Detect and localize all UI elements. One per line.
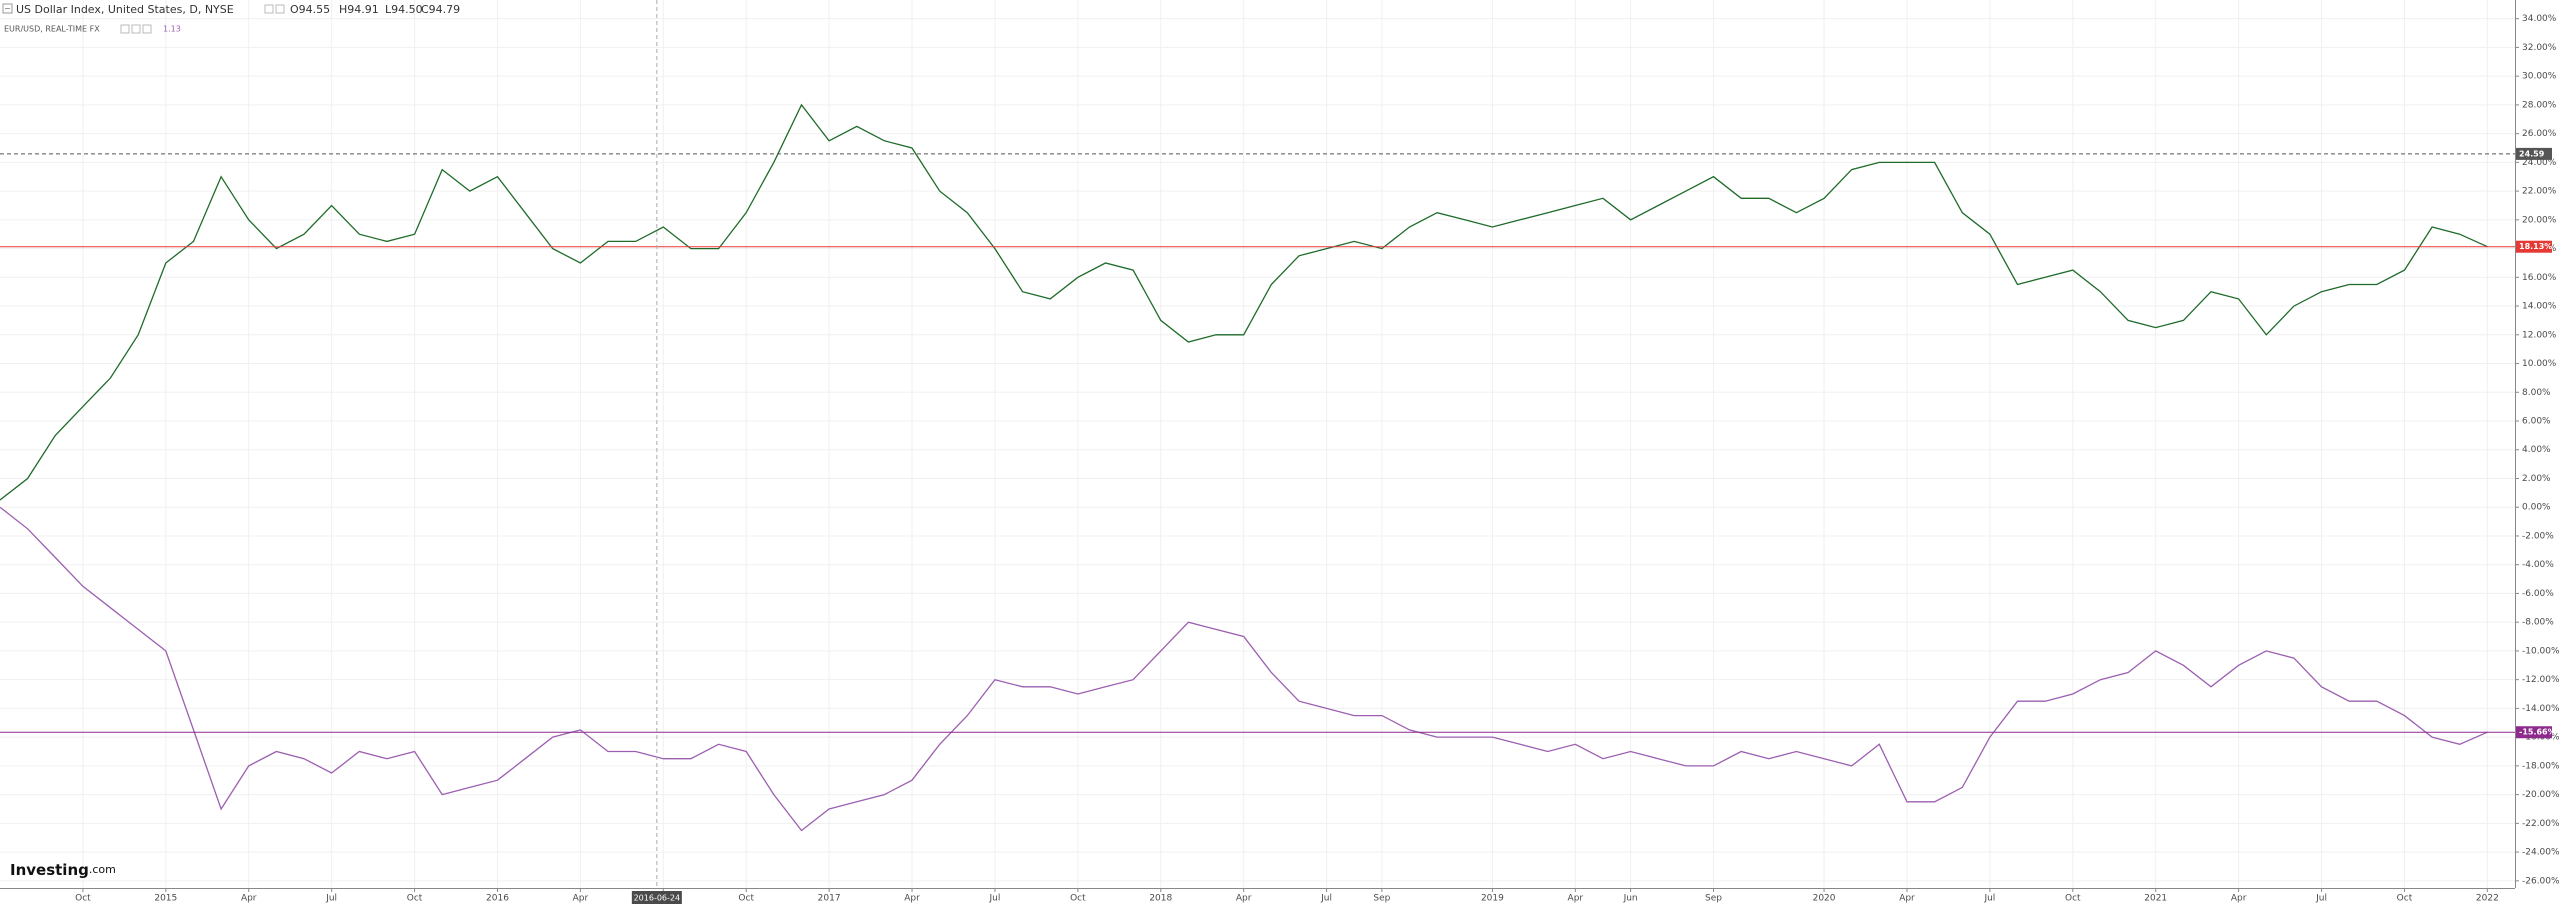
y-tick-label: -18.00% (2522, 761, 2560, 771)
y-tick-label: 4.00% (2522, 445, 2551, 455)
x-tick-label: Jul (1320, 894, 1332, 904)
x-tick-label: Apr (904, 894, 920, 904)
ohlc-close: C94.79 (421, 3, 460, 16)
price-label-box (2516, 240, 2552, 253)
settings-icon[interactable] (264, 4, 274, 14)
plot (0, 0, 2515, 888)
y-tick-label: 30.00% (2522, 72, 2557, 82)
series-line (0, 103, 2488, 501)
price-label: 24.59 (2519, 149, 2545, 158)
price-label-box (2516, 147, 2552, 160)
x-tick-label: Jul (1983, 894, 1995, 904)
x-tick-label: Apr (1236, 894, 1252, 904)
series-line (0, 506, 2488, 832)
price-label: 18.13% (2519, 242, 2552, 251)
x-tick-label: Oct (75, 894, 91, 904)
ohlc-open: O94.55 (290, 3, 330, 16)
series-last: 1.13 (163, 25, 181, 34)
y-tick-label: 12.00% (2522, 330, 2557, 340)
legend: US Dollar Index, United States, D, NYSE … (2, 3, 460, 34)
y-tick-label: 6.00% (2522, 417, 2551, 427)
x-tick-label: Jul (989, 894, 1001, 904)
x-tick-label: Apr (2231, 894, 2247, 904)
y-tick-label: 20.00% (2522, 215, 2557, 225)
x-tick-label: Oct (738, 894, 754, 904)
y-tick-label: 22.00% (2522, 187, 2557, 197)
ohlc-high: H94.91 (339, 3, 379, 16)
x-tick-label: Jul (2315, 894, 2327, 904)
grid (0, 0, 2515, 888)
x-tick-label: Apr (1568, 894, 1584, 904)
x-tick-label: Sep (1373, 894, 1390, 904)
y-tick-label: -14.00% (2522, 704, 2560, 714)
y-tick-label: -20.00% (2522, 790, 2560, 800)
x-tick-label: 2020 (1813, 894, 1836, 904)
x-tick-label: 2015 (154, 894, 177, 904)
logo-suffix: .com (89, 863, 116, 876)
x-tick-label: Oct (407, 894, 423, 904)
y-tick-label: -26.00% (2522, 876, 2560, 886)
price-label: -15.66% (2519, 728, 2556, 737)
x-tick-label: Oct (2065, 894, 2081, 904)
y-tick-label: -10.00% (2522, 646, 2560, 656)
x-tick-label: 2017 (818, 894, 841, 904)
y-tick-label: 16.00% (2522, 273, 2557, 283)
x-tick-label: Apr (241, 894, 257, 904)
x-tick-label: Oct (2397, 894, 2413, 904)
x-tick-label: 2022 (2476, 894, 2499, 904)
legend-series: US Dollar Index, United States, D, NYSE (16, 3, 234, 16)
x-tick-label: 2021 (2144, 894, 2167, 904)
y-tick-label: 32.00% (2522, 43, 2557, 53)
y-tick-label: -4.00% (2522, 560, 2554, 570)
ohlc-low: L94.50 (385, 3, 423, 16)
x-tick-label: Oct (1070, 894, 1086, 904)
x-tick-label: 2018 (1149, 894, 1172, 904)
y-tick-label: -22.00% (2522, 819, 2560, 829)
price-label-box (2516, 726, 2552, 739)
y-tick-label: 2.00% (2522, 474, 2551, 484)
y-tick-label: 0.00% (2522, 503, 2551, 513)
crosshair-label: 2016-06-24 (634, 894, 681, 903)
y-tick-label: 10.00% (2522, 359, 2557, 369)
x-tick-label: 2016 (486, 894, 509, 904)
x-tick-label: Apr (573, 894, 589, 904)
legend-series: EUR/USD, REAL-TIME FX (4, 25, 100, 34)
y-tick-label: -2.00% (2522, 531, 2554, 541)
y-tick-label: 28.00% (2522, 100, 2557, 110)
crosshair-label-box (631, 891, 682, 904)
hide-icon[interactable] (131, 24, 141, 34)
x-tick-label: Jun (1623, 894, 1638, 904)
x-tick-label: Jul (325, 894, 337, 904)
logo-main: Investing (10, 861, 89, 879)
x-tick-label: Sep (1705, 894, 1722, 904)
y-tick-label: 24.00% (2522, 158, 2557, 168)
y-tick-label: 8.00% (2522, 388, 2551, 398)
axes: 34.00% 32.00% 30.00% 28.00% 26.00% 24.00% 22.0… (75, 14, 2560, 904)
y-tick-label: -12.00% (2522, 675, 2560, 685)
remove-icon[interactable] (142, 24, 152, 34)
y-tick-label: 34.00% (2522, 14, 2557, 24)
collapse-icon[interactable] (2, 3, 13, 14)
x-tick-label: 2019 (1481, 894, 1504, 904)
y-tick-label: -6.00% (2522, 589, 2554, 599)
logo: Investing.com (10, 861, 116, 879)
y-tick-label: 26.00% (2522, 129, 2557, 139)
y-tick-label: -8.00% (2522, 618, 2554, 628)
hide-icon[interactable] (275, 4, 285, 14)
y-tick-label: 14.00% (2522, 302, 2557, 312)
settings-icon[interactable] (120, 24, 130, 34)
y-tick-label: -24.00% (2522, 848, 2560, 858)
x-tick-label: Apr (1899, 894, 1915, 904)
